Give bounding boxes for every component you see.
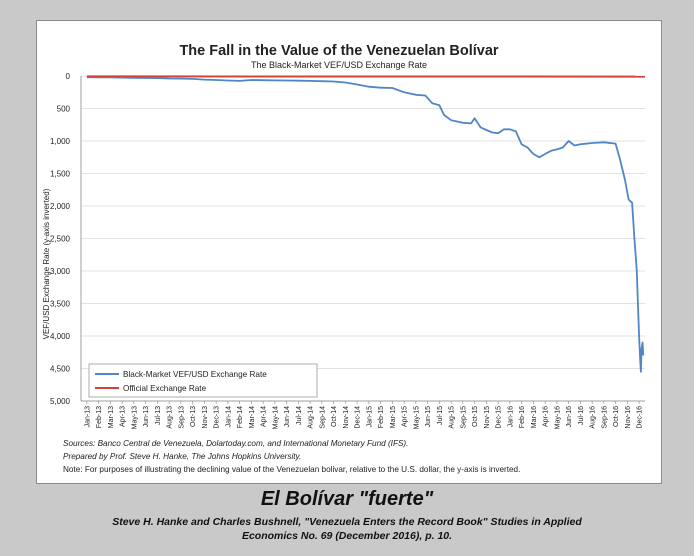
citation-line-2: Economics No. 69 (December 2016), p. 10. — [241, 530, 453, 542]
sources-note: Sources: Banco Central de Venezuela, Dol… — [63, 439, 409, 448]
y-tick-label: 1,500 — [50, 170, 71, 179]
legend-box — [88, 363, 318, 398]
x-tick-label: Jan-14 — [225, 406, 232, 428]
x-tick-label: Jun-13 — [143, 406, 150, 428]
citation-line-1: Steve H. Hanke and Charles Bushnell, "Ve… — [112, 516, 582, 528]
x-tick-label: Oct-14 — [331, 406, 338, 427]
y-axis-label: VEF/USD Exchange Rate (y-axis inverted) — [42, 188, 51, 339]
y-tick-label: 2,500 — [50, 235, 71, 244]
y-tick-label: 1,000 — [50, 137, 71, 146]
x-tick-label: Dec-13 — [214, 406, 221, 429]
x-tick-label: Feb-15 — [378, 406, 385, 428]
x-tick-label: Jun-15 — [425, 406, 432, 428]
x-tick-label: Mar-16 — [531, 406, 538, 428]
prepared-note: Prepared by Prof. Steve H. Hanke, The Jo… — [63, 452, 302, 461]
y-tick-label: 4,500 — [50, 365, 71, 374]
x-tick-label: Apr-14 — [261, 406, 268, 427]
x-tick-label: Feb-16 — [519, 406, 526, 428]
y-tick-label: 2,000 — [50, 202, 71, 211]
x-tick-label: Oct-16 — [613, 406, 620, 427]
x-tick-label: Nov-15 — [484, 406, 491, 429]
x-tick-label: Oct-15 — [472, 406, 479, 427]
x-tick-label: Apr-15 — [402, 406, 409, 427]
x-tick-label: Aug-15 — [449, 406, 456, 429]
x-tick-label: Feb-14 — [237, 406, 244, 428]
x-tick-label: Nov-14 — [343, 406, 350, 429]
x-tick-label: Jun-16 — [566, 406, 573, 428]
x-tick-label: May-13 — [131, 406, 138, 429]
x-tick-label: Mar-13 — [108, 406, 115, 428]
y-tick-label: 4,000 — [50, 332, 71, 341]
x-tick-label: Feb-13 — [96, 406, 103, 428]
legend-label: Official Exchange Rate — [123, 384, 207, 393]
caption-citation: Steve H. Hanke and Charles Bushnell, "Ve… — [0, 515, 694, 543]
axis-note: Note: For purposes of illustrating the d… — [63, 465, 521, 474]
x-tick-label: May-16 — [554, 406, 561, 429]
x-tick-label: Jul-16 — [578, 406, 585, 425]
y-tick-label: 500 — [57, 105, 71, 114]
x-tick-label: Jan-15 — [366, 406, 373, 428]
x-tick-label: May-15 — [413, 406, 420, 429]
caption-title: El Bolívar "fuerte" — [260, 488, 434, 510]
x-tick-label: May-14 — [272, 406, 279, 429]
x-tick-label: Dec-16 — [637, 406, 644, 429]
x-tick-label: Aug-16 — [590, 406, 597, 429]
x-tick-label: Jun-14 — [284, 406, 291, 428]
x-tick-label: Oct-13 — [190, 406, 197, 427]
x-tick-label: Jan-16 — [507, 406, 514, 428]
x-tick-label: Nov-13 — [202, 406, 209, 429]
x-tick-label: Apr-16 — [543, 406, 550, 427]
line-chart: The Fall in the Value of the Venezuelan … — [42, 43, 646, 429]
y-tick-label: 3,000 — [50, 267, 71, 276]
x-tick-label: Jul-15 — [437, 406, 444, 425]
chart-title: The Fall in the Value of the Venezuelan … — [179, 43, 498, 59]
x-tick-label: Jul-13 — [155, 406, 162, 425]
x-tick-label: Sep-14 — [319, 406, 326, 429]
x-tick-label: Apr-13 — [120, 406, 127, 427]
chart-subtitle: The Black-Market VEF/USD Exchange Rate — [251, 60, 427, 70]
x-tick-label: Aug-14 — [308, 406, 315, 429]
y-tick-label: 5,000 — [50, 397, 71, 406]
x-tick-label: Mar-14 — [249, 406, 256, 428]
x-tick-label: Sep-15 — [460, 406, 467, 429]
y-tick-label: 3,500 — [50, 300, 71, 309]
x-tick-label: Mar-15 — [390, 406, 397, 428]
x-tick-label: Sep-16 — [601, 406, 608, 429]
x-tick-label: Dec-15 — [496, 406, 503, 429]
chart-card: The Fall in the Value of the Venezuelan … — [36, 20, 662, 484]
x-tick-label: Nov-16 — [625, 406, 632, 429]
x-tick-label: Jul-14 — [296, 406, 303, 425]
y-tick-label: 0 — [66, 72, 71, 81]
x-tick-label: Sep-13 — [178, 406, 185, 429]
x-tick-label: Aug-13 — [167, 406, 174, 429]
x-tick-label: Dec-14 — [355, 406, 362, 429]
x-tick-label: Jan-13 — [84, 406, 91, 428]
black-market-rate-line — [86, 76, 645, 373]
legend-label: Black-Market VEF/USD Exchange Rate — [123, 370, 267, 379]
